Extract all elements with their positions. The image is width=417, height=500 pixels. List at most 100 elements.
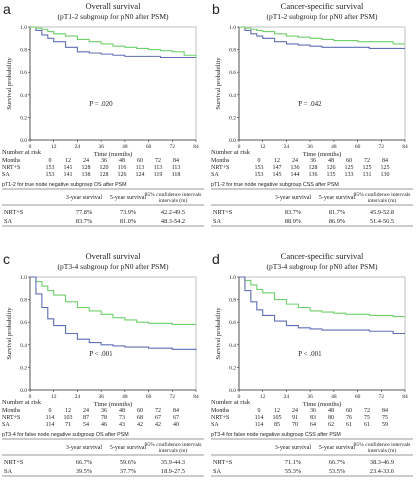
at-risk-label: Number at risk [211,149,251,156]
table-ci: 38.3-46.9 [370,459,394,466]
risk-month: 72 [155,158,161,164]
km-curve-nrts [30,26,196,59]
table-caption: pT3-4 for false node negative subgroup O… [2,432,129,438]
risk-count: 116 [118,165,127,171]
risk-group-label: SA [2,422,10,428]
table-3yr: 55.3% [285,468,302,475]
risk-group-label: NRT+S [211,415,229,421]
risk-count: 46 [101,422,107,428]
y-tick-label: 0.2 [20,365,27,371]
risk-month: Months [2,158,21,164]
risk-count: 136 [291,165,300,171]
km-curve-sa [239,276,405,335]
table-5yr: 66.7% [329,459,346,466]
risk-month: 12 [274,408,280,414]
risk-count: 128 [309,165,318,171]
x-tick-label: 0 [238,144,241,150]
table-group: SA [4,218,13,225]
risk-month: 12 [65,158,71,164]
risk-group-label: SA [211,172,219,178]
chart-svg-a: a Overall survival(pT1-2 subgroup for pN0… [2,1,204,227]
risk-count: 114 [255,422,264,428]
risk-count: 141 [64,165,73,171]
y-tick-label: 0.6 [20,70,27,76]
risk-count: 43 [119,422,125,428]
chart-svg-c: c Overall survival(pT3-4 subgroup for pN0… [2,251,204,477]
table-group: NRT+S [4,459,24,466]
y-tick-label: 0.6 [229,320,236,326]
chart-panel-c: c Overall survival (pT3-4 subgroup for pN0… [0,250,208,500]
risk-group-label: NRT+S [2,415,20,421]
table-caption: pT3-4 for false node negative subgroup C… [211,432,341,438]
risk-count: 78 [101,415,107,421]
risk-count: 85 [274,422,280,428]
y-tick-label: 0.8 [229,298,236,304]
chart-subtitle: (pT3-4 subgroup for pN0 after PSM) [57,262,169,271]
y-tick-label: 0.0 [20,138,27,144]
table-5yr: 37.7% [120,468,137,475]
risk-month: 24 [292,408,298,414]
panel-letter: a [3,1,11,17]
risk-count: 131 [363,172,372,178]
x-tick-label: 24 [284,144,290,150]
risk-count: 141 [64,172,73,178]
table-3yr: 83.7% [285,209,302,216]
at-risk-label: Number at risk [2,149,42,156]
risk-count: 125 [363,165,372,171]
risk-count: 80 [328,415,334,421]
risk-month: 24 [83,158,89,164]
x-tick-label: 84 [193,394,199,400]
risk-count: 136 [309,172,318,178]
chart-title: Cancer-specific survival [281,251,364,261]
x-tick-label: 84 [402,144,408,150]
chart-subtitle: (pT1-2 subgroup for pN0 after PSM) [266,12,378,21]
y-axis-label: Survival probability [6,57,13,110]
risk-count: 114 [255,415,264,421]
p-value: P = .020 [89,100,113,108]
risk-month: 60 [137,158,143,164]
table-group: SA [4,468,13,475]
table-caption: pT1-2 for true node negative subgroup CS… [211,182,339,188]
chart-subtitle: (pT3-4 subgroup for pN0 after PSM) [266,262,378,271]
chart-panel-a: a Overall survival (pT1-2 subgroup for pN0… [0,0,208,250]
table-3yr: 66.7% [76,459,93,466]
risk-month: 24 [83,408,89,414]
risk-month: 0 [49,408,52,414]
risk-count: 128 [100,172,109,178]
table-header: intervals (m) [159,447,188,454]
risk-count: 133 [345,172,354,178]
panel-letter: b [212,1,220,17]
risk-count: 144 [291,172,300,178]
x-tick-label: 72 [379,144,385,150]
risk-count: 42 [137,422,143,428]
km-curve-sa [239,26,405,45]
p-value: P < .001 [298,350,322,358]
table-header: 95% confidence intervals [354,191,411,198]
table-3yr: 88.9% [285,218,302,225]
risk-month: 36 [101,408,107,414]
risk-count: 105 [273,415,282,421]
risk-count: 67 [173,415,179,421]
risk-group-label: NRT+S [211,165,229,171]
risk-count: 103 [64,415,73,421]
risk-count: 114 [46,415,55,421]
table-caption: pT1-2 for true node negative subgroup OS… [2,182,127,188]
x-tick-label: 36 [307,394,313,400]
risk-count: 125 [381,165,390,171]
table-group: NRT+S [213,209,233,216]
risk-count: 67 [155,415,161,421]
y-tick-label: 0.0 [20,388,27,394]
x-tick-label: 72 [379,394,385,400]
x-tick-label: 12 [260,144,266,150]
y-tick-label: 0.2 [229,115,236,121]
table-header: 3-year survival [66,195,102,201]
risk-count: 54 [83,422,89,428]
risk-month: 12 [274,158,280,164]
y-tick-label: 1.0 [229,275,236,281]
x-tick-label: 72 [170,394,176,400]
risk-count: 61 [364,422,370,428]
risk-count: 40 [173,422,179,428]
y-tick-label: 1.0 [20,275,27,281]
chart-panel-d: d Cancer-specific survival (pT3-4 subgroup… [209,250,417,500]
risk-month: 84 [382,158,388,164]
